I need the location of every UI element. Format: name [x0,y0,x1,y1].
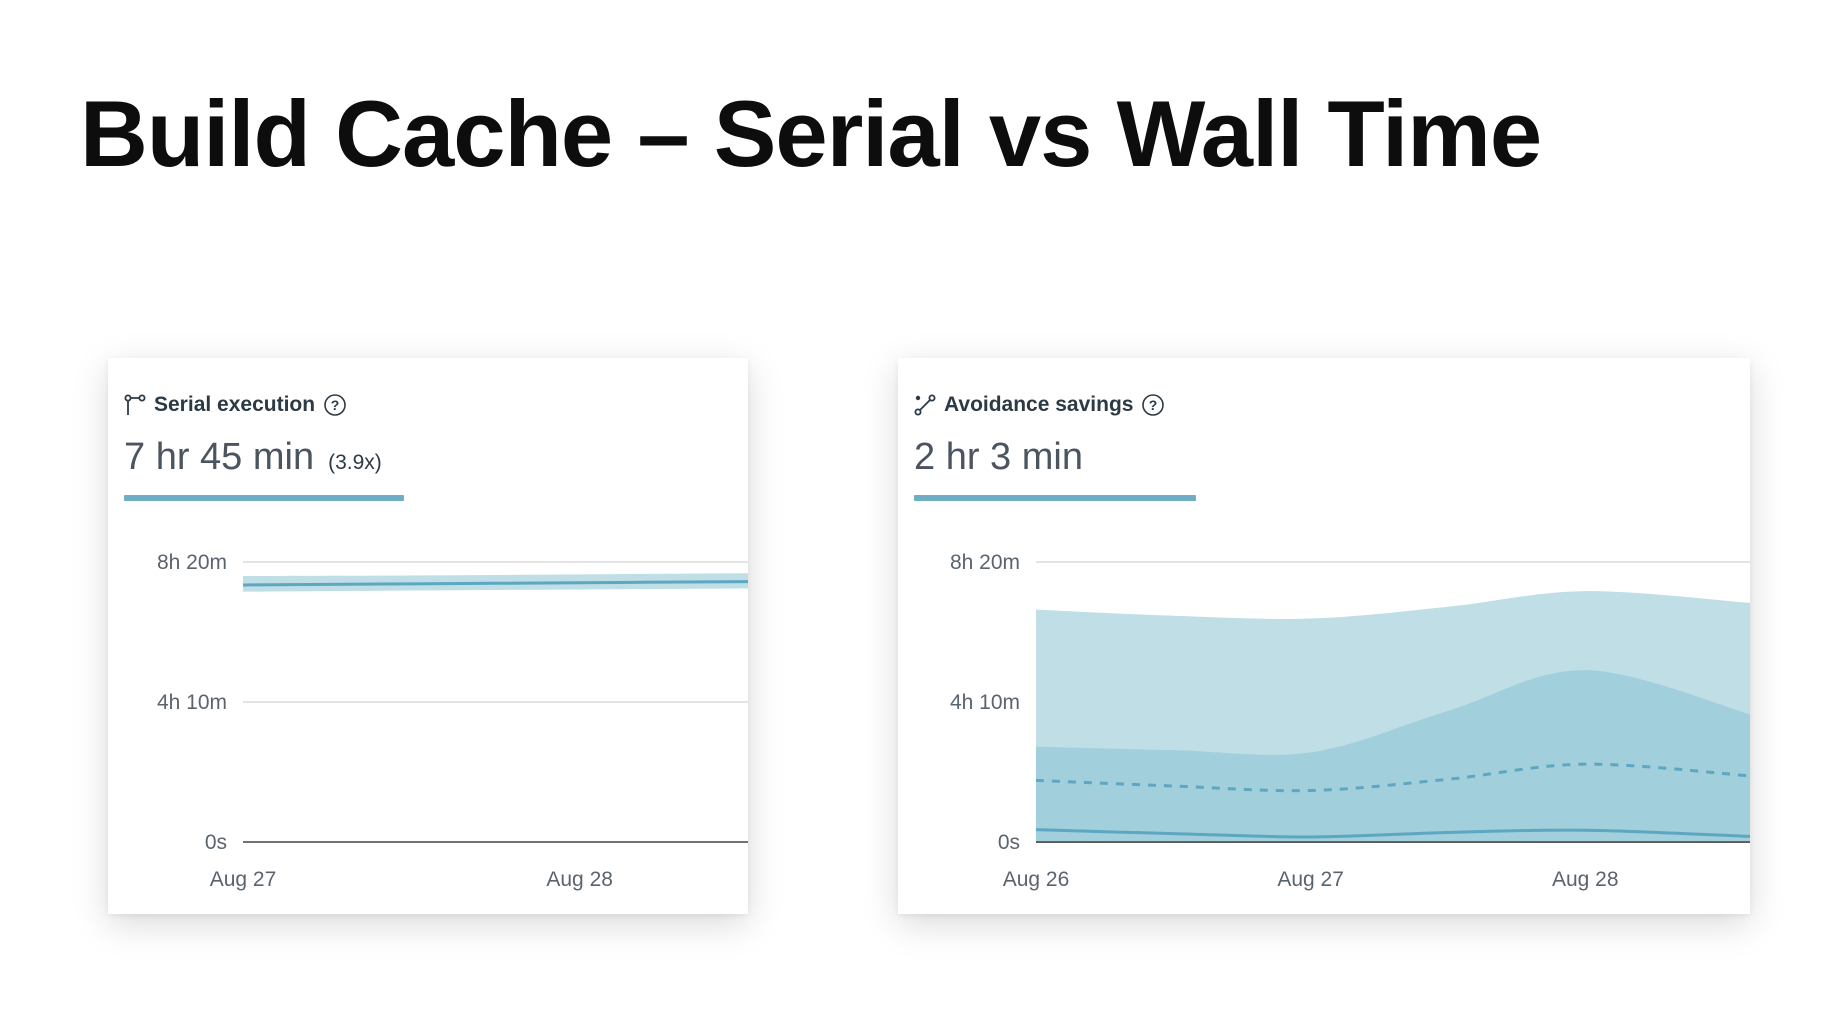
serial-execution-chart: 0s 4h 10m 8h 20m Aug 27 Aug 28 [157,551,748,891]
y-tick-label: 8h 20m [950,551,1020,574]
serial-line [242,580,748,587]
solid-line [1035,828,1750,839]
svg-text:?: ? [331,397,340,413]
serial-execution-card: Serial execution ? 7 hr 45 min (3.9x) 0s… [108,358,748,914]
slide-title: Build Cache – Serial vs Wall Time [80,81,1542,186]
x-tick-label: Aug 28 [1552,868,1619,891]
y-tick-label: 0s [998,831,1020,854]
metric-ratio: (3.9x) [328,451,382,474]
help-circle-icon[interactable]: ? [1141,393,1165,417]
dashed-line [1035,762,1750,793]
y-tick-label: 0s [205,831,227,854]
y-tick-label: 8h 20m [157,551,227,574]
card-header: Avoidance savings ? [914,390,1165,420]
branch-icon [124,394,146,415]
metric-underline [124,495,404,501]
metric-value: 7 hr 45 min [124,436,315,478]
avoidance-savings-chart: 0s 4h 10m 8h 20m Aug 26 Aug 27 Aug 28 [950,551,1750,891]
metric: 7 hr 45 min (3.9x) [124,436,382,479]
card-label: Serial execution [154,393,316,416]
card-header: Serial execution ? [124,390,347,420]
x-tick-label: Aug 28 [546,868,613,891]
help-circle-icon[interactable]: ? [323,393,347,417]
y-tick-label: 4h 10m [950,691,1020,714]
x-tick-label: Aug 26 [1003,868,1070,891]
card-label: Avoidance savings [944,393,1134,416]
metric: 2 hr 3 min [914,436,1083,479]
avoidance-savings-card: Avoidance savings ? 2 hr 3 min 0s 4h 10m 8… [898,358,1750,914]
y-tick-label: 4h 10m [157,691,227,714]
metric-value: 2 hr 3 min [914,436,1083,478]
svg-text:?: ? [1149,397,1158,413]
route-icon [914,394,936,416]
x-tick-label: Aug 27 [210,868,277,891]
metric-underline [914,495,1196,501]
x-tick-label: Aug 27 [1277,868,1344,891]
inner-band [1036,670,1750,842]
